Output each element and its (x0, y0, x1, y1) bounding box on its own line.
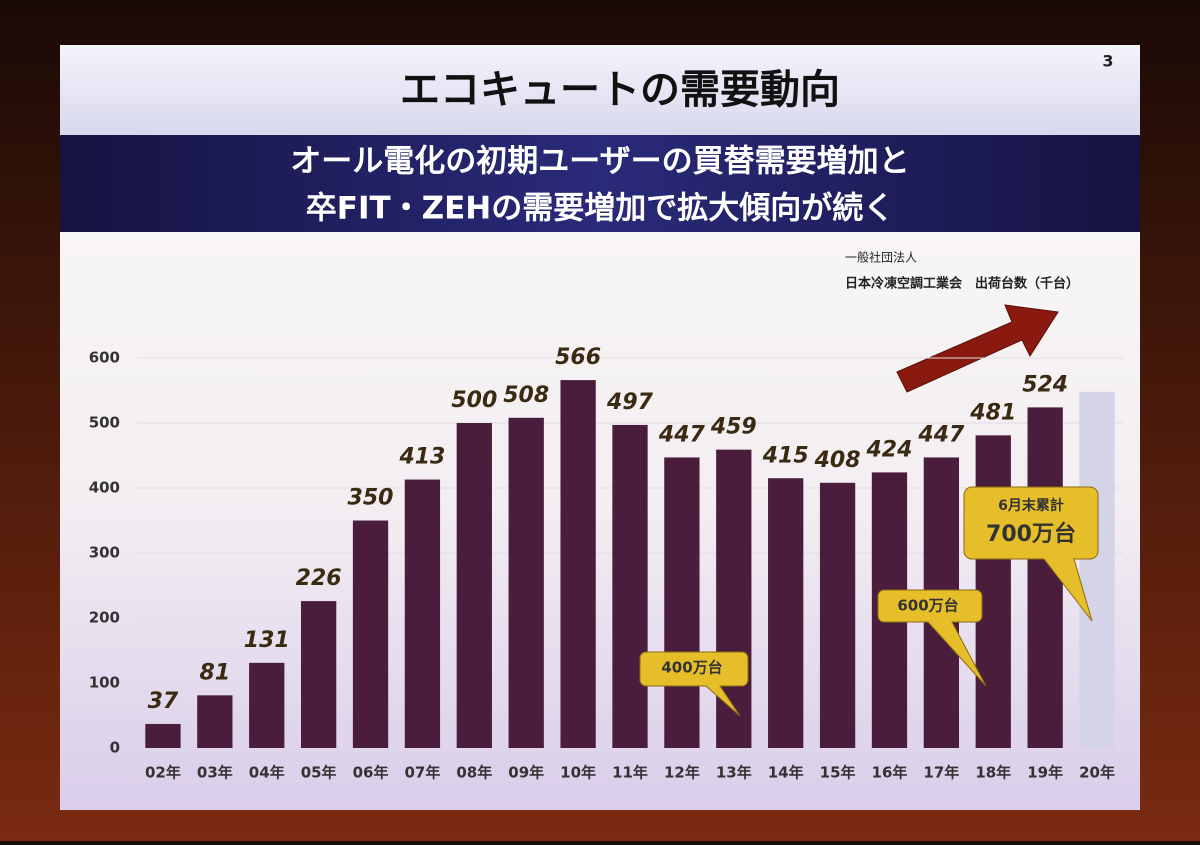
x-tick-label: 07年 (404, 764, 440, 782)
bar (197, 695, 233, 748)
data-label: 497 (606, 390, 654, 415)
x-tick-label: 15年 (820, 764, 856, 782)
page-number: 3 (1102, 52, 1113, 71)
x-tick-label: 10年 (560, 764, 596, 782)
x-tick-label: 20年 (1079, 764, 1115, 782)
source: 日本冷凍空調工業会 出荷台数（千台） (845, 276, 1079, 292)
trend-arrow (896, 304, 1059, 393)
data-label: 131 (244, 628, 290, 653)
title-band (60, 45, 1140, 135)
data-label: 500 (451, 388, 497, 413)
data-label: 37 (148, 689, 179, 714)
bar (508, 417, 544, 748)
callout: 400万台 600万台 6月末累計 700万台 (639, 486, 1099, 717)
data-label: 226 (296, 566, 342, 591)
data-label: 459 (710, 415, 757, 440)
bar (456, 423, 492, 748)
x-tick-label: 18年 (975, 764, 1011, 782)
x-tick-label: 05年 (301, 764, 337, 782)
data-label: 424 (866, 437, 913, 462)
subtitle: オール電化の初期ユーザーの買替需要増加と (290, 144, 909, 180)
annotation: 600万台 (897, 597, 958, 615)
subtitle: 卒FIT・ZEHの需要増加で拡大傾向が続く (306, 191, 894, 227)
y-tick-label: 500 (89, 414, 120, 432)
bar (352, 520, 389, 748)
x-tick-label: 02年 (145, 764, 181, 782)
bar (1079, 391, 1115, 748)
x-tick-label: 11年 (612, 764, 648, 782)
data-label: 481 (969, 400, 1016, 425)
data-label: 350 (348, 486, 394, 511)
title: エコキュートの需要動向 (400, 67, 840, 113)
x-tick-label: 12年 (664, 764, 700, 782)
annotation: 6月末累計 (998, 497, 1064, 514)
bar (975, 435, 1011, 748)
bar (768, 478, 804, 748)
data-label: 524 (1022, 372, 1068, 397)
annotation: 400万台 (661, 659, 722, 677)
data-label: 415 (762, 443, 809, 468)
x-tick-label: 17年 (923, 764, 959, 782)
y-tick-label: 600 (89, 349, 120, 367)
data-label: 413 (398, 445, 445, 470)
y-tick-label: 200 (89, 609, 120, 627)
bar (1027, 407, 1063, 748)
bar (716, 449, 752, 748)
x-tick-label: 08年 (456, 764, 492, 782)
bar (300, 601, 337, 748)
bar (249, 662, 285, 748)
x-tick-label: 13年 (716, 764, 752, 782)
annotation: 700万台 (986, 521, 1076, 547)
bar (404, 479, 441, 748)
y-tick-label: 400 (89, 479, 120, 497)
x-tick-label: 14年 (768, 764, 804, 782)
data-label: 447 (658, 422, 706, 447)
x-tick-label: 09年 (508, 764, 544, 782)
data-label: 81 (200, 660, 231, 685)
bar (819, 482, 856, 748)
data-label: 408 (814, 448, 861, 473)
bar (612, 424, 648, 748)
x-tick-label: 04年 (249, 764, 285, 782)
x-tick-label: 06年 (353, 764, 389, 782)
data-label: 447 (917, 422, 965, 447)
x-tick-label: 16年 (872, 764, 908, 782)
source: 一般社団法人 (845, 250, 917, 265)
x-tick-label: 19年 (1027, 764, 1063, 782)
x-tick-label: 03年 (197, 764, 233, 782)
callout-box (963, 486, 1099, 622)
bar (560, 380, 596, 748)
data-label: 508 (503, 383, 549, 408)
subtitle-band (60, 135, 1140, 232)
y-tick-label: 300 (89, 544, 120, 562)
y-tick-label: 100 (89, 674, 120, 692)
data-label: 566 (555, 345, 601, 370)
y-tick-label: 0 (110, 739, 120, 757)
bar (664, 457, 700, 748)
callout-box (639, 651, 749, 717)
bar (145, 723, 181, 748)
callout-box (877, 589, 987, 687)
